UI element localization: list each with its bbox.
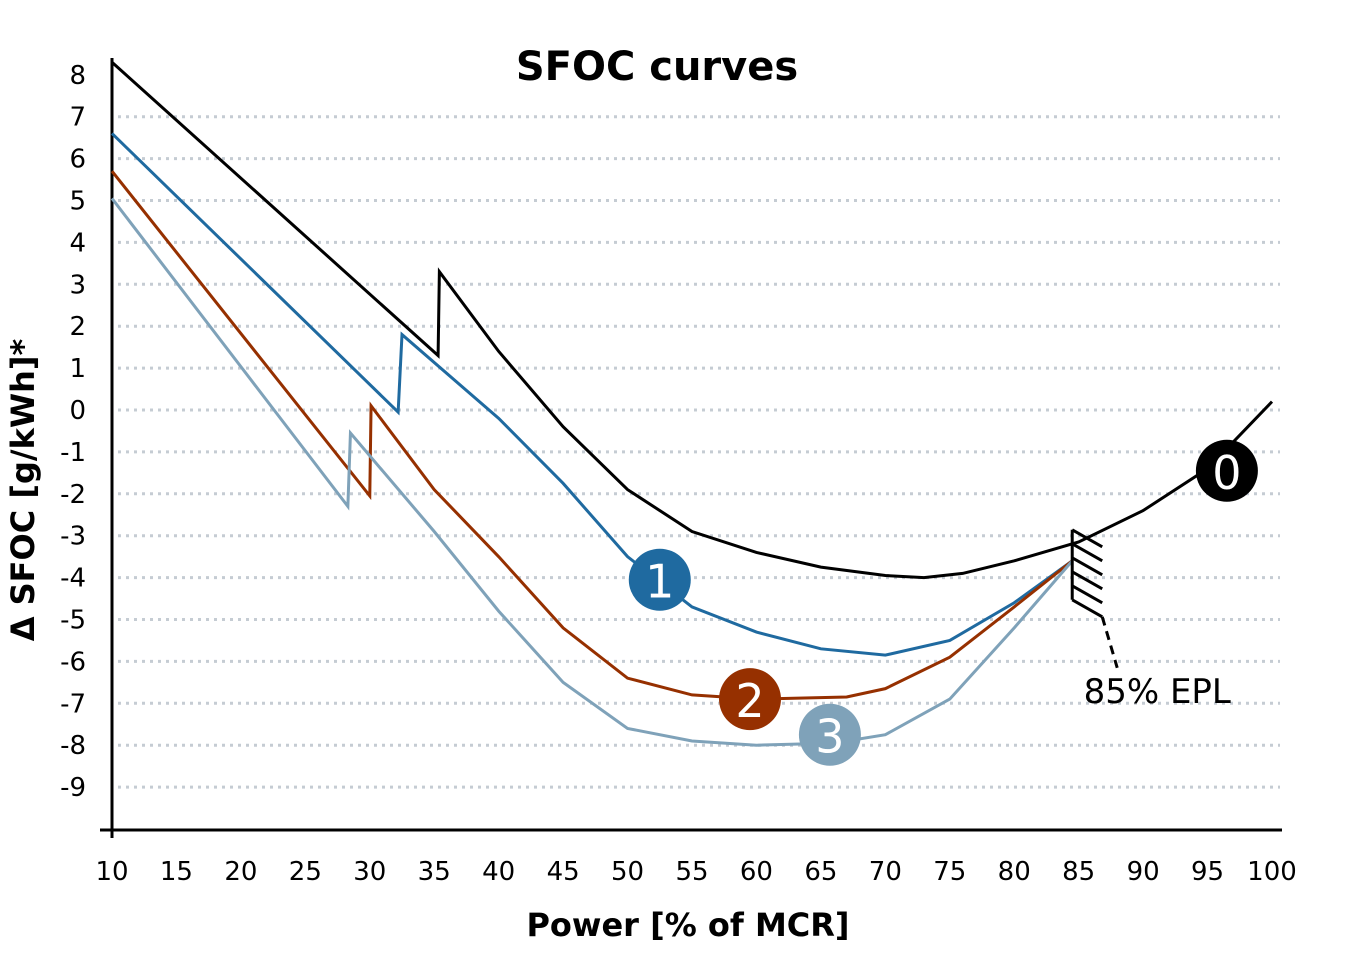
series-badge-label: 0 xyxy=(1212,446,1241,500)
series-badge-2 xyxy=(719,668,781,731)
y-tick-label: -7 xyxy=(60,689,86,719)
x-tick-label: 85 xyxy=(1062,857,1095,887)
y-tick-label: 0 xyxy=(69,396,86,426)
x-tick-label: 50 xyxy=(611,857,644,887)
y-tick-label: -6 xyxy=(60,647,86,677)
x-axis-label: Power [% of MCR] xyxy=(526,906,849,944)
y-tick-label: -2 xyxy=(60,480,86,510)
series-line-2 xyxy=(110,170,1074,701)
y-tick-label: -3 xyxy=(60,522,86,552)
epl-hatch xyxy=(1071,584,1103,605)
epl-hatch xyxy=(1071,528,1103,549)
x-tick-label: 80 xyxy=(998,857,1031,887)
epl-leader xyxy=(1100,616,1119,669)
x-tick-label: 35 xyxy=(418,857,451,887)
y-tick-label: 5 xyxy=(69,187,86,217)
x-tick-label: 10 xyxy=(95,857,128,887)
x-tick-label: 40 xyxy=(482,857,515,887)
series-line-0 xyxy=(110,61,1274,580)
y-axis-label: Δ SFOC [g/kWh]* xyxy=(4,338,42,641)
y-tick-label: 8 xyxy=(69,61,86,91)
series-badge-label: 2 xyxy=(735,674,764,728)
series-badge-label: 1 xyxy=(645,555,674,609)
x-tick-label: 65 xyxy=(804,857,837,887)
y-tick-label: 2 xyxy=(69,312,86,342)
x-tick-label: 25 xyxy=(289,857,322,887)
series-badge-1 xyxy=(628,548,691,611)
y-tick-label: -4 xyxy=(60,564,86,594)
y-tick-label: 1 xyxy=(69,354,86,384)
x-tick-label: 55 xyxy=(675,857,708,887)
y-tick-label: 6 xyxy=(69,145,86,175)
series-line-1 xyxy=(110,132,1074,657)
y-tick-label: -5 xyxy=(60,606,86,636)
epl-hatch xyxy=(1071,542,1103,563)
y-tick-label: 4 xyxy=(69,228,86,258)
x-tick-label: 60 xyxy=(740,857,773,887)
y-tick-label: -1 xyxy=(60,438,86,468)
series-badge-3 xyxy=(798,703,861,766)
x-tick-label: 30 xyxy=(353,857,386,887)
epl-label: 85% EPL xyxy=(1084,672,1231,712)
x-tick-label: 75 xyxy=(933,857,966,887)
y-tick-label: -9 xyxy=(60,773,86,803)
x-tick-label: 70 xyxy=(869,857,902,887)
x-tick-label: 45 xyxy=(547,857,580,887)
x-tick-label: 95 xyxy=(1191,857,1224,887)
series-badge-label: 3 xyxy=(815,710,844,764)
x-tick-label: 20 xyxy=(224,857,257,887)
chart-title: SFOC curves xyxy=(516,44,798,90)
epl-hatch xyxy=(1071,556,1103,577)
y-tick-label: 7 xyxy=(69,103,86,133)
y-tick-label: -8 xyxy=(60,731,86,761)
series-badge-0 xyxy=(1195,439,1258,502)
y-tick-label: 3 xyxy=(69,270,86,300)
series-line-3 xyxy=(110,197,1074,747)
epl-hatch xyxy=(1071,570,1103,591)
x-tick-label: 100 xyxy=(1247,857,1297,887)
x-tick-label: 90 xyxy=(1127,857,1160,887)
epl-hatch xyxy=(1071,598,1103,619)
x-tick-label: 15 xyxy=(160,857,193,887)
